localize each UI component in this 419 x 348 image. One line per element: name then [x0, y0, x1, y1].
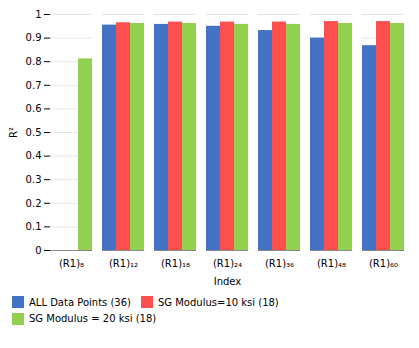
svg-text:0.5: 0.5	[26, 127, 42, 138]
html-text:SG Modulus=10 ksi (18): SG Modulus=10 ksi (18)	[158, 296, 279, 308]
svg-text:(R1)₆₀: (R1)₆₀	[369, 258, 398, 269]
html-text:ALL Data Points (36): ALL Data Points (36)	[29, 296, 131, 308]
svg-text:0.2: 0.2	[26, 198, 42, 209]
svg-text:(R1)₈: (R1)₈	[59, 258, 84, 269]
svg-text:R²: R²	[8, 127, 19, 138]
svg-text:(R1)₁₂: (R1)₁₂	[109, 258, 138, 269]
svg-text:(R1)₂₄: (R1)₂₄	[213, 258, 242, 269]
svg-text:0.9: 0.9	[26, 32, 42, 43]
svg-text:(R1)₁₈: (R1)₁₈	[161, 258, 190, 269]
svg-text:0.7: 0.7	[26, 80, 42, 91]
svg-text:0: 0	[35, 245, 41, 256]
svg-text:(R1)₃₆: (R1)₃₆	[265, 258, 294, 269]
svg-text:(R1)₄₈: (R1)₄₈	[317, 258, 346, 269]
svg-text:0.8: 0.8	[26, 56, 42, 67]
svg-text:0.3: 0.3	[26, 174, 42, 185]
svg-text:0.4: 0.4	[26, 150, 42, 161]
svg-text:0.1: 0.1	[26, 221, 42, 232]
html-text:SG Modulus = 20 ksi (18): SG Modulus = 20 ksi (18)	[29, 313, 157, 325]
svg-text:0.6: 0.6	[26, 103, 42, 114]
svg-text:1: 1	[35, 9, 41, 20]
svg-text:Index: Index	[214, 276, 242, 287]
